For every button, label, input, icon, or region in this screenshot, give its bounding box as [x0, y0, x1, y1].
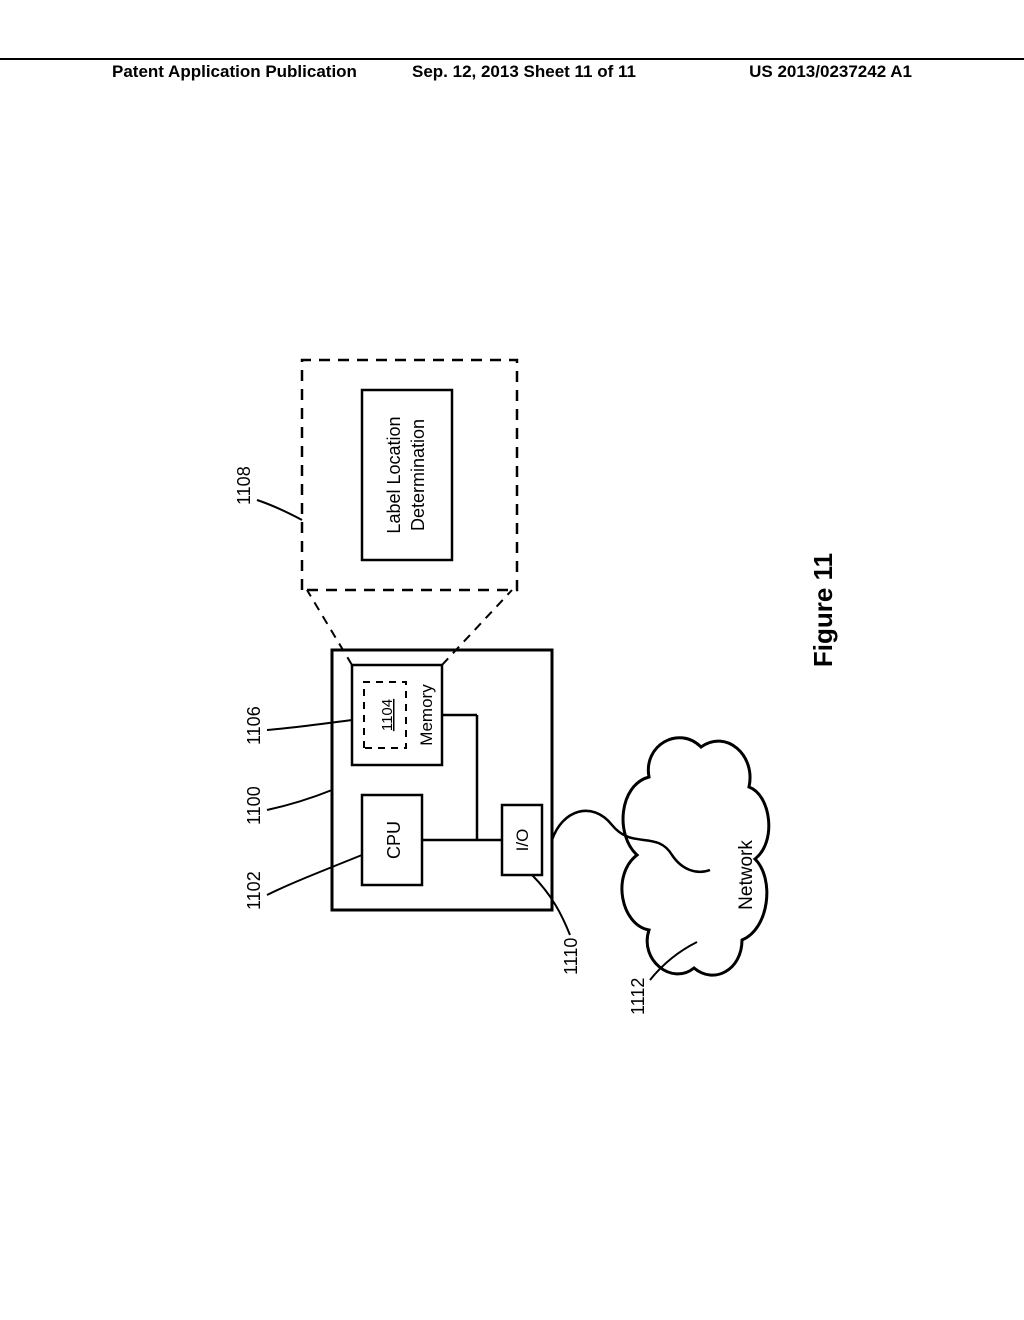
detail-line2: Determination	[408, 419, 428, 531]
memory-label: Memory	[417, 684, 436, 746]
ref-1110: 1110	[561, 938, 581, 975]
ref-1106: 1106	[244, 706, 264, 745]
module-ref: 1104	[379, 699, 396, 731]
ref-1100: 1100	[244, 786, 264, 825]
cpu-label: CPU	[384, 821, 404, 859]
memory-block: Memory 1104	[352, 665, 442, 765]
ref-1108: 1108	[234, 466, 254, 505]
detail-line1: Label Location	[384, 416, 404, 533]
ref-1102: 1102	[244, 871, 264, 910]
ref-1112: 1112	[628, 978, 648, 1015]
network-label: Network	[736, 840, 757, 910]
cpu-block: CPU	[362, 795, 422, 885]
io-label: I/O	[513, 829, 532, 852]
figure-caption: Figure 11	[808, 553, 838, 667]
detail-inner-box: Label Location Determination	[362, 390, 452, 560]
figure-11: CPU Memory 1104 I/O Label Location Deter…	[0, 0, 1024, 1320]
io-block: I/O	[502, 805, 542, 875]
